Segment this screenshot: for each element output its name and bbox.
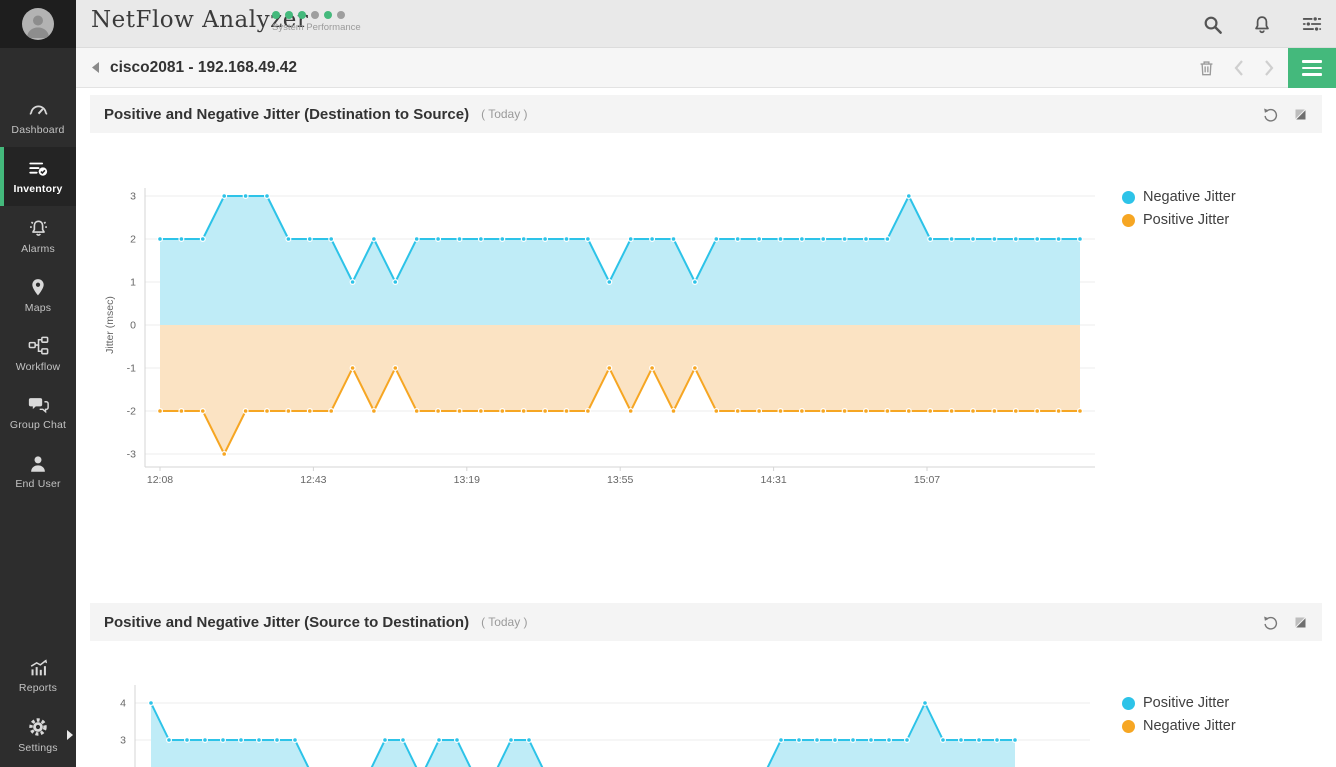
- legend-item[interactable]: Negative Jitter: [1122, 718, 1236, 734]
- svg-text:0: 0: [130, 320, 136, 332]
- legend-label: Negative Jitter: [1143, 718, 1236, 734]
- device-breadcrumb-title: cisco2081 - 192.168.49.42: [110, 59, 298, 76]
- topbar: NetFlow Analyzer System Performance: [76, 0, 1336, 48]
- legend-dot: [1122, 213, 1135, 227]
- expand-icon[interactable]: [1293, 107, 1308, 122]
- jitter-chart-source-to-dest[interactable]: 43: [90, 660, 1336, 767]
- filter-sliders-icon[interactable]: [1300, 13, 1324, 35]
- system-performance-label: System Performance: [272, 22, 361, 33]
- sidebar-item-label: Alarms: [21, 242, 55, 255]
- settings-icon: [26, 715, 50, 739]
- maps-icon: [27, 276, 49, 299]
- sidebar-item-label: Workflow: [15, 360, 61, 373]
- svg-text:4: 4: [120, 698, 126, 710]
- legend-dot: [1122, 719, 1135, 733]
- sidebar-item-label: Inventory: [13, 183, 63, 195]
- notifications-bell-icon[interactable]: [1251, 13, 1273, 36]
- svg-text:-3: -3: [127, 449, 136, 461]
- system-performance-widget[interactable]: System Performance: [272, 11, 361, 33]
- panel-range-label: ( Today ): [481, 107, 528, 121]
- sidebar-item-end-user[interactable]: End User: [0, 442, 76, 501]
- svg-text:Jitter (msec): Jitter (msec): [104, 296, 116, 354]
- svg-text:12:43: 12:43: [300, 474, 326, 486]
- panel-header-source-to-dest: Positive and Negative Jitter (Source to …: [90, 603, 1322, 641]
- panel-title: Positive and Negative Jitter (Destinatio…: [104, 105, 470, 123]
- hamburger-menu-button[interactable]: [1288, 48, 1336, 88]
- expand-icon[interactable]: [1293, 615, 1308, 630]
- sidebar-item-label: Maps: [24, 301, 52, 314]
- sidebar-item-label: Reports: [18, 682, 58, 694]
- svg-text:12:08: 12:08: [147, 474, 173, 486]
- sidebar-item-label: Dashboard: [11, 124, 65, 136]
- status-dot: [324, 11, 332, 19]
- chart-legend-dest-to-source: Negative Jitter Positive Jitter: [1122, 189, 1236, 228]
- legend-item[interactable]: Negative Jitter: [1122, 189, 1236, 205]
- refresh-icon[interactable]: [1262, 106, 1279, 123]
- svg-text:-1: -1: [127, 363, 136, 375]
- svg-text:3: 3: [130, 191, 136, 203]
- app-title: NetFlow Analyzer: [91, 7, 309, 33]
- svg-text:13:19: 13:19: [454, 474, 480, 486]
- sidebar-item-maps[interactable]: Maps: [0, 265, 76, 324]
- sidebar-item-alarms[interactable]: Alarms: [0, 206, 76, 265]
- user-icon: [27, 453, 49, 475]
- svg-text:3: 3: [120, 735, 126, 747]
- alarms-icon: [26, 217, 51, 240]
- legend-item[interactable]: Positive Jitter: [1122, 212, 1236, 228]
- status-dot: [311, 11, 319, 19]
- trash-icon[interactable]: [1197, 58, 1216, 78]
- legend-label: Positive Jitter: [1143, 212, 1230, 228]
- svg-text:15:07: 15:07: [914, 474, 940, 486]
- sidebar-item-label: Group Chat: [9, 419, 67, 431]
- legend-dot: [1122, 190, 1135, 204]
- sidebar: Dashboard Inventory Alarms Maps Workflow Grou…: [0, 0, 76, 767]
- panel-header-dest-to-source: Positive and Negative Jitter (Destinatio…: [90, 95, 1322, 133]
- sidebar-item-inventory[interactable]: Inventory: [0, 147, 76, 206]
- sidebar-item-dashboard[interactable]: Dashboard: [0, 88, 76, 147]
- jitter-chart-dest-to-source[interactable]: 3 2 1 0 -1 -2 -3 Jitter (msec) 12:08 12:43 13:19 13…: [90, 140, 1336, 500]
- avatar-icon: [22, 8, 54, 40]
- sidebar-item-group-chat[interactable]: Group Chat: [0, 383, 76, 442]
- legend-dot: [1122, 696, 1135, 710]
- workflow-icon: [26, 335, 51, 358]
- refresh-icon[interactable]: [1262, 614, 1279, 631]
- status-dot: [285, 11, 293, 19]
- legend-item[interactable]: Positive Jitter: [1122, 695, 1236, 711]
- sidebar-item-settings[interactable]: Settings: [0, 705, 76, 764]
- chevron-left-icon[interactable]: [1232, 59, 1246, 77]
- sidebar-item-label: End User: [15, 478, 61, 490]
- status-dot: [298, 11, 306, 19]
- sidebar-item-reports[interactable]: Reports: [0, 646, 76, 705]
- svg-text:14:31: 14:31: [760, 474, 786, 486]
- back-arrow-icon[interactable]: [90, 61, 101, 79]
- flyout-arrow-icon[interactable]: [67, 729, 73, 740]
- panel-range-label: ( Today ): [481, 615, 528, 629]
- svg-text:-2: -2: [127, 406, 136, 418]
- inventory-icon: [26, 158, 51, 180]
- user-avatar[interactable]: [0, 0, 76, 48]
- sidebar-item-workflow[interactable]: Workflow: [0, 324, 76, 383]
- legend-label: Negative Jitter: [1143, 189, 1236, 205]
- chat-icon: [26, 394, 51, 416]
- status-dots: [272, 11, 361, 19]
- chevron-right-icon[interactable]: [1262, 59, 1276, 77]
- status-dot: [272, 11, 280, 19]
- dashboard-icon: [26, 99, 51, 121]
- sidebar-bottom-nav: Reports Settings: [0, 646, 76, 764]
- breadcrumb-bar: cisco2081 - 192.168.49.42: [76, 48, 1336, 88]
- legend-label: Positive Jitter: [1143, 695, 1230, 711]
- search-icon[interactable]: [1201, 13, 1224, 36]
- status-dot: [337, 11, 345, 19]
- svg-text:1: 1: [130, 277, 136, 289]
- panel-title: Positive and Negative Jitter (Source to …: [104, 613, 470, 631]
- reports-icon: [26, 657, 51, 679]
- chart-legend-source-to-dest: Positive Jitter Negative Jitter: [1122, 695, 1236, 734]
- sidebar-main-nav: Dashboard Inventory Alarms Maps Workflow Grou…: [0, 88, 76, 501]
- svg-text:13:55: 13:55: [607, 474, 633, 486]
- svg-text:2: 2: [130, 234, 136, 246]
- sidebar-item-label: Settings: [18, 742, 58, 754]
